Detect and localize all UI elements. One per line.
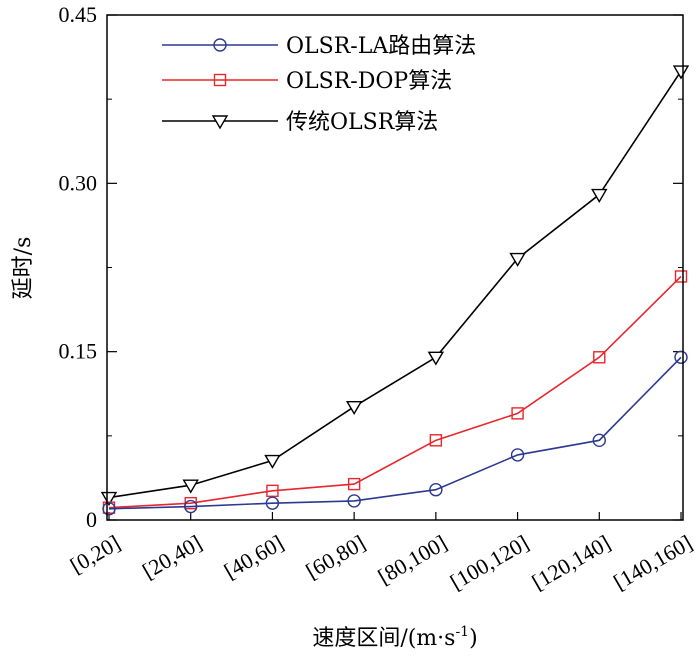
legend-label: OLSR-DOP算法: [286, 69, 452, 94]
data-point-triangle-down: [182, 479, 199, 494]
axis-ticks: [107, 14, 683, 521]
y-axis-title: 延时/s: [11, 237, 36, 300]
series-line-triangle-down: [108, 70, 682, 499]
series-layer: [100, 65, 690, 516]
x-tick-label: [80,100]: [374, 530, 452, 589]
data-point-square: [593, 351, 606, 364]
y-tick-label: 0.30: [59, 170, 98, 195]
data-point-circle: [510, 448, 525, 462]
legend-marker-triangle-down: [211, 115, 229, 130]
legend-label: OLSR-LA路由算法: [286, 34, 476, 59]
data-point-triangle-down: [672, 65, 690, 80]
legend-marker-circle: [213, 38, 227, 52]
x-axis-title-close: ): [469, 626, 478, 651]
data-point-square: [347, 477, 361, 491]
x-tick-label: [140,160]: [609, 530, 696, 595]
data-point-triangle-down: [591, 188, 608, 203]
x-tick-label: [120,140]: [527, 530, 614, 595]
x-axis-title-sup: -1: [455, 624, 469, 640]
y-tick-label: 0.15: [59, 339, 98, 364]
data-point-triangle-down: [264, 454, 281, 469]
legend-marker-square: [213, 73, 227, 87]
data-point-circle: [102, 502, 116, 516]
data-point-circle: [592, 433, 606, 448]
x-tick-label: [20,40]: [138, 530, 206, 584]
x-axis-title-main: 速度区间/(m·s: [312, 626, 455, 651]
plot-frame: [106, 14, 684, 521]
data-point-circle: [265, 496, 280, 510]
legend-label: 传统OLSR算法: [286, 110, 438, 135]
data-point-triangle-down: [345, 400, 363, 416]
data-point-circle: [674, 350, 688, 364]
y-tick-label: 0: [86, 507, 97, 532]
series-line-square: [108, 275, 682, 509]
data-point-square: [674, 270, 688, 283]
data-point-square: [511, 407, 524, 420]
x-axis-title: 速度区间/(m·s-1): [312, 624, 477, 651]
y-tick-label: 0.45: [59, 2, 98, 27]
data-point-circle: [347, 494, 361, 508]
x-tick-label: [100,120]: [446, 530, 533, 595]
data-point-square: [429, 434, 443, 447]
series-line-circle: [108, 356, 682, 510]
data-point-triangle-down: [100, 491, 118, 506]
data-point-circle: [184, 499, 198, 514]
x-tick-label: [60,80]: [301, 530, 369, 584]
data-point-triangle-down: [427, 351, 445, 366]
data-point-triangle-down: [509, 252, 526, 267]
data-point-circle: [429, 483, 443, 497]
x-tick-label: [40,60]: [220, 530, 288, 584]
x-tick-label: [0,20]: [66, 530, 125, 578]
data-point-square: [266, 484, 279, 498]
